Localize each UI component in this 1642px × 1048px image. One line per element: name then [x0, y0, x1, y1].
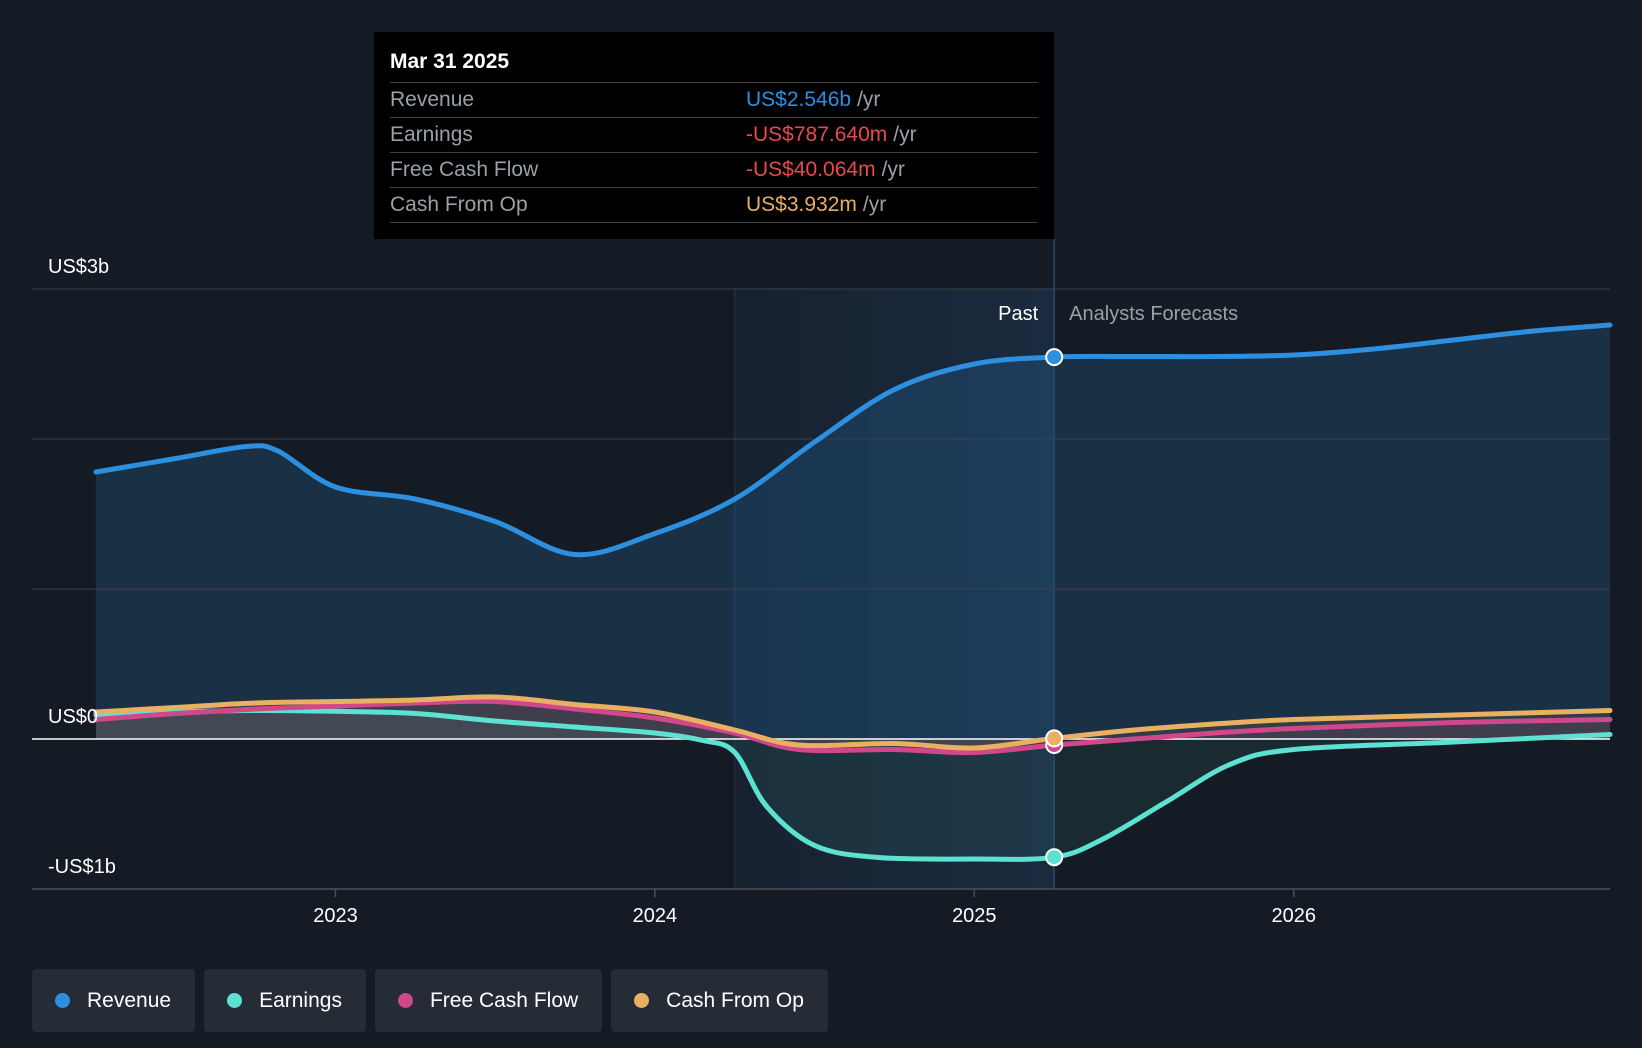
tooltip-row-free-cash-flow: Free Cash Flow -US$40.064m /yr: [390, 152, 1038, 187]
legend-item-cash-from-op[interactable]: Cash From Op: [611, 969, 828, 1032]
legend-dot-icon: [55, 993, 70, 1008]
legend-dot-icon: [227, 993, 243, 1008]
tooltip-row-revenue: Revenue US$2.546b /yr: [390, 82, 1038, 117]
earnings-area: [95, 710, 1610, 860]
earnings-line: [93, 707, 1613, 862]
legend: Revenue Earnings Free Cash Flow Cash Fro…: [32, 969, 828, 1032]
legend-dot-icon: [397, 993, 413, 1008]
tooltip-row-earnings: Earnings -US$787.640m /yr: [390, 117, 1038, 152]
legend-item-free-cash-flow[interactable]: Free Cash Flow: [374, 969, 603, 1032]
tooltip-unit: /yr: [881, 158, 905, 181]
legend-label: Earnings: [259, 988, 342, 1012]
revenue-area: [95, 325, 1610, 739]
tooltip-unit: /yr: [857, 88, 881, 111]
tooltip-label: Earnings: [390, 123, 473, 146]
legend-item-revenue[interactable]: Revenue: [32, 969, 196, 1032]
y-axis-label: -US$1b: [48, 856, 116, 878]
tooltip-label: Revenue: [390, 88, 475, 111]
tooltip-value: US$3.932m: [746, 193, 857, 216]
legend-dot-icon: [634, 993, 650, 1008]
legend-label: Free Cash Flow: [429, 988, 579, 1012]
legend-label: Revenue: [87, 988, 172, 1012]
legend-label: Cash From Op: [666, 988, 804, 1012]
tooltip-value: -US$40.064m: [746, 158, 876, 181]
y-axis-label: US$0: [48, 706, 98, 728]
chart-canvas: 2023 2024 2025 2026 US$3b US$0 -US$1b Past Analy…: [32, 239, 1613, 927]
forecast-label: Analysts Forecasts: [1069, 303, 1238, 325]
tooltip-value: -US$787.640m: [746, 123, 888, 146]
revenue-line: [93, 322, 1613, 558]
x-tick-label: 2023: [313, 905, 358, 927]
tooltip-value: US$2.546b: [746, 88, 852, 111]
revenue-marker: [1045, 348, 1064, 367]
x-tick-label: 2024: [633, 905, 678, 927]
legend-item-earnings[interactable]: Earnings: [204, 969, 366, 1032]
tooltip-label: Cash From Op: [390, 193, 528, 216]
tooltip-row-cash-from-op: Cash From Op US$3.932m /yr: [390, 187, 1038, 223]
cash-from-op-area: [95, 696, 1610, 749]
cash-from-op-line: [93, 694, 1613, 751]
past-label: Past: [998, 303, 1038, 325]
tooltip-unit: /yr: [893, 123, 917, 146]
y-axis-label: US$3b: [48, 256, 109, 278]
free-cash-flow-line: [93, 698, 1613, 756]
tooltip: Mar 31 2025 Revenue US$2.546b /yr Earnin…: [374, 32, 1054, 239]
tooltip-unit: /yr: [862, 193, 887, 216]
tooltip-date: Mar 31 2025: [390, 50, 510, 73]
tooltip-label: Free Cash Flow: [390, 158, 539, 181]
x-tick-label: 2025: [952, 905, 997, 927]
earnings-marker: [1045, 848, 1064, 867]
free-cash-flow-area: [95, 701, 1610, 753]
cash-from-op-marker: [1045, 729, 1064, 748]
x-tick-label: 2026: [1272, 905, 1317, 927]
